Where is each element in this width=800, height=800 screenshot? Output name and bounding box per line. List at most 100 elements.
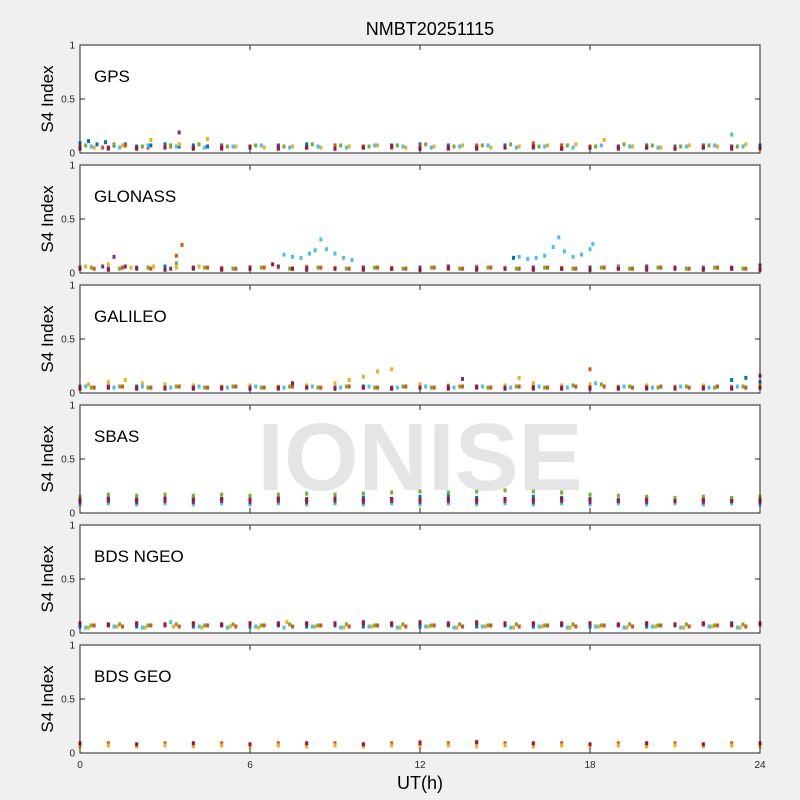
data-point	[616, 266, 620, 271]
data-point	[135, 744, 139, 749]
data-point	[645, 500, 649, 505]
data-point	[588, 382, 592, 387]
data-point	[509, 142, 513, 147]
data-point	[517, 624, 521, 629]
data-point	[333, 251, 337, 256]
data-point	[367, 144, 371, 149]
y-axis-label: S4 Index	[38, 545, 57, 613]
data-point	[512, 625, 515, 630]
x-axis-label: UT(h)	[397, 773, 443, 793]
data-point	[446, 741, 450, 746]
data-point	[418, 502, 422, 507]
data-point	[206, 136, 209, 141]
data-point	[118, 266, 122, 271]
data-point	[424, 384, 428, 389]
data-point	[106, 499, 110, 504]
data-point	[622, 625, 626, 630]
data-point	[135, 146, 139, 151]
data-point	[262, 145, 266, 150]
data-point	[276, 741, 280, 746]
data-point	[475, 621, 479, 626]
data-point	[560, 743, 564, 748]
data-point	[588, 744, 592, 749]
data-point	[401, 622, 405, 627]
data-point	[376, 369, 379, 374]
data-point	[333, 386, 337, 391]
data-point	[452, 385, 456, 390]
data-point	[452, 625, 456, 630]
y-axis-label: S4 Index	[38, 425, 57, 493]
data-point	[174, 265, 178, 270]
y-tick-label: 1	[69, 401, 75, 412]
data-point	[361, 744, 365, 749]
data-point	[446, 386, 450, 391]
data-point	[140, 625, 144, 630]
data-point	[452, 144, 456, 149]
data-point	[531, 141, 535, 146]
data-point	[645, 383, 649, 388]
data-point	[87, 625, 90, 630]
data-point	[628, 622, 632, 627]
data-point	[191, 741, 195, 746]
data-point	[376, 623, 379, 628]
data-point	[560, 146, 564, 151]
data-point	[169, 266, 173, 271]
data-point	[200, 625, 204, 630]
data-point	[531, 381, 535, 386]
data-point	[248, 498, 252, 503]
data-point	[404, 266, 408, 271]
data-point	[220, 145, 224, 150]
data-point	[503, 488, 507, 493]
data-point	[112, 254, 116, 259]
data-point	[373, 265, 377, 270]
data-point	[588, 624, 592, 629]
data-point	[565, 385, 569, 390]
data-point	[684, 384, 688, 389]
data-point	[305, 145, 309, 150]
data-point	[163, 496, 167, 501]
data-point	[461, 143, 464, 148]
data-point	[514, 266, 518, 271]
data-point	[169, 143, 173, 148]
data-point	[106, 492, 110, 497]
data-point	[305, 502, 309, 507]
data-point	[446, 384, 450, 389]
data-point	[701, 498, 705, 503]
data-point	[163, 741, 167, 746]
data-point	[418, 489, 422, 494]
data-point	[631, 266, 634, 271]
data-point	[622, 142, 626, 147]
data-point	[149, 266, 153, 271]
data-point	[432, 623, 436, 628]
data-point	[92, 385, 96, 390]
data-point	[291, 254, 294, 259]
data-point	[735, 625, 739, 630]
y-axis-label: S4 Index	[38, 185, 57, 253]
data-point	[645, 624, 649, 629]
data-point	[509, 625, 513, 630]
data-point	[503, 501, 507, 506]
data-point	[531, 267, 535, 272]
data-point	[299, 255, 303, 260]
data-point	[174, 253, 178, 258]
data-point	[602, 623, 606, 628]
data-point	[333, 143, 337, 148]
data-point	[220, 496, 224, 501]
data-point	[319, 623, 323, 628]
data-point	[531, 624, 535, 629]
data-point	[531, 502, 535, 507]
data-point	[622, 384, 626, 389]
data-point	[342, 625, 345, 630]
data-point	[673, 743, 677, 748]
data-point	[313, 248, 317, 253]
series-5	[78, 496, 762, 504]
data-point	[373, 143, 377, 148]
data-point	[597, 624, 600, 629]
data-point	[333, 146, 337, 151]
data-point	[588, 621, 592, 626]
data-point	[480, 384, 484, 389]
y-tick-label: 1	[69, 41, 75, 52]
data-point	[248, 500, 252, 505]
data-point	[599, 143, 603, 148]
